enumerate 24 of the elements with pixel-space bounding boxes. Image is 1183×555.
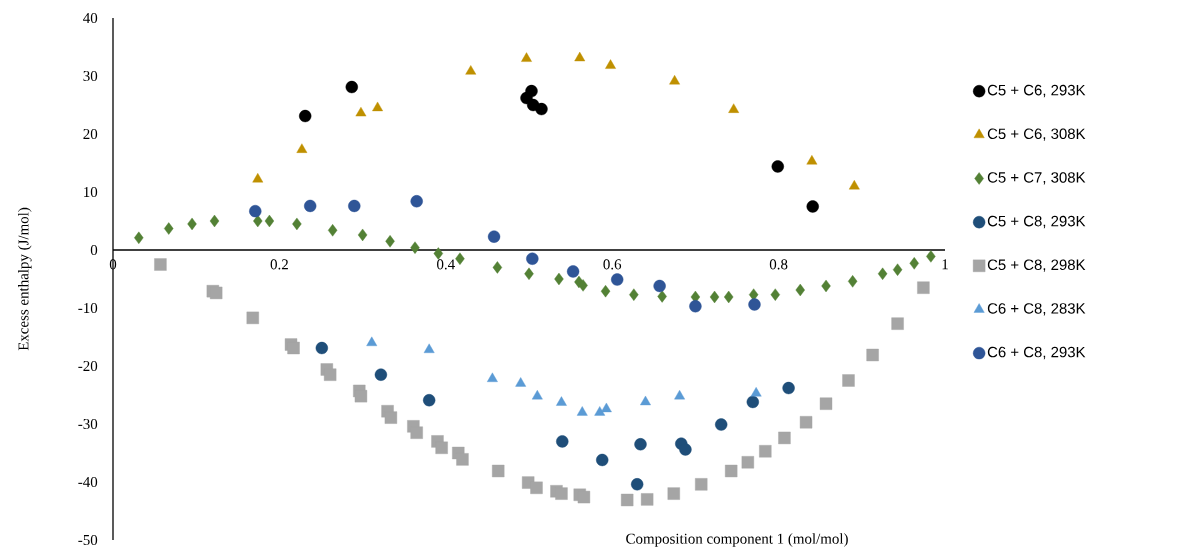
x-tick-label: 0.8 — [769, 259, 788, 270]
y-tick-label: 40 — [83, 12, 98, 24]
legend-label: C5 + C7, 308K — [987, 172, 1086, 185]
legend-label: C5 + C8, 293K — [987, 215, 1086, 229]
y-tick-label: -30 — [78, 418, 98, 430]
y-tick-label: -20 — [78, 360, 98, 372]
legend-label: C5 + C8, 298K — [987, 259, 1086, 272]
legend-label: C6 + C8, 283K — [987, 303, 1086, 316]
y-axis-title: Excess enthalpy (J/mol) — [18, 207, 32, 351]
y-tick-label: 30 — [83, 70, 98, 82]
legend-label: C5 + C6, 293K — [987, 84, 1086, 98]
x-axis-title: Composition component 1 (mol/mol) — [626, 533, 848, 547]
legend-label: C6 + C8, 293K — [987, 346, 1086, 360]
y-tick-label: -10 — [78, 302, 98, 314]
y-tick-label: 20 — [83, 128, 98, 140]
y-tick-label: 0 — [90, 244, 98, 256]
x-tick-label: 0.2 — [270, 259, 288, 270]
x-tick-label: 0.6 — [603, 259, 622, 270]
y-tick-label: -40 — [78, 476, 98, 488]
y-tick-label: -50 — [78, 534, 98, 546]
x-tick-label: 0.4 — [437, 259, 455, 270]
legend-label: C5 + C6, 308K — [987, 128, 1086, 141]
y-tick-label: 10 — [84, 186, 98, 198]
x-tick-label: 1 — [942, 259, 948, 270]
